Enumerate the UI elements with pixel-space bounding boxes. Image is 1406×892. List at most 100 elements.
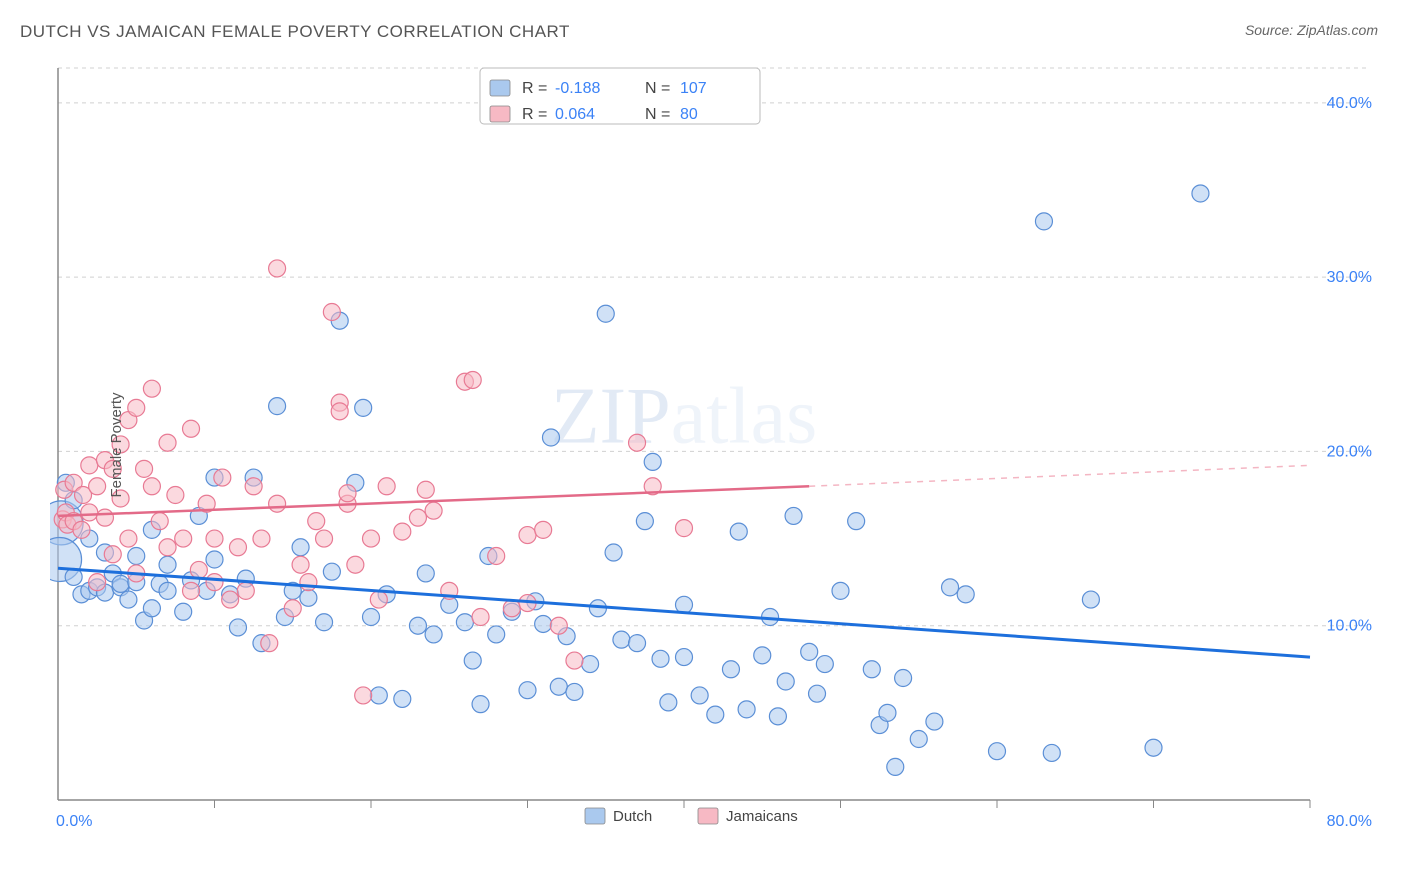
data-point <box>73 521 90 538</box>
data-point <box>879 704 896 721</box>
bottom-legend-label: Jamaicans <box>726 808 798 825</box>
data-point <box>394 690 411 707</box>
data-point <box>292 539 309 556</box>
data-point <box>81 504 98 521</box>
data-point <box>237 582 254 599</box>
data-point <box>417 481 434 498</box>
data-point <box>269 398 286 415</box>
y-tick-label: 40.0% <box>1327 95 1372 112</box>
data-point <box>613 631 630 648</box>
legend-n-value: 107 <box>680 80 707 97</box>
data-point <box>323 304 340 321</box>
data-point <box>566 652 583 669</box>
legend-n-value: 80 <box>680 106 698 123</box>
legend-r-value: -0.188 <box>555 80 600 97</box>
data-point <box>347 556 364 573</box>
data-point <box>409 509 426 526</box>
data-point <box>636 513 653 530</box>
data-point <box>394 523 411 540</box>
data-point <box>370 591 387 608</box>
data-point <box>910 731 927 748</box>
data-point <box>355 399 372 416</box>
trend-line-jamaicans-ext <box>809 465 1310 486</box>
data-point <box>582 656 599 673</box>
data-point <box>660 694 677 711</box>
data-point <box>707 706 724 723</box>
data-point <box>691 687 708 704</box>
data-point <box>183 420 200 437</box>
data-point <box>363 609 380 626</box>
data-point <box>214 469 231 486</box>
data-point <box>81 457 98 474</box>
data-point <box>597 305 614 322</box>
data-point <box>292 556 309 573</box>
data-point <box>136 460 153 477</box>
legend-n-label: N = <box>645 106 670 123</box>
data-point <box>253 530 270 547</box>
data-point <box>206 530 223 547</box>
data-point <box>809 685 826 702</box>
bottom-legend-label: Dutch <box>613 808 652 825</box>
data-point <box>159 539 176 556</box>
data-point <box>120 530 137 547</box>
data-point <box>355 687 372 704</box>
data-point <box>1043 744 1060 761</box>
data-point <box>89 574 106 591</box>
data-point <box>644 453 661 470</box>
trend-line-dutch <box>58 568 1310 657</box>
data-point <box>229 539 246 556</box>
data-point <box>96 509 113 526</box>
data-point <box>542 429 559 446</box>
plot-svg: ZIPatlas10.0%20.0%30.0%40.0%0.0%80.0%R =… <box>50 60 1380 830</box>
data-point <box>143 380 160 397</box>
data-point <box>363 530 380 547</box>
series-jamaicans <box>54 260 692 704</box>
data-point <box>1082 591 1099 608</box>
data-point <box>464 652 481 669</box>
data-point <box>566 683 583 700</box>
data-point <box>1145 739 1162 756</box>
data-point <box>409 617 426 634</box>
data-point <box>159 556 176 573</box>
data-point <box>370 687 387 704</box>
data-point <box>378 478 395 495</box>
data-point <box>605 544 622 561</box>
data-point <box>785 507 802 524</box>
data-point <box>316 530 333 547</box>
data-point <box>801 643 818 660</box>
data-point <box>989 743 1006 760</box>
scatter-plot: Female Poverty ZIPatlas10.0%20.0%30.0%40… <box>50 60 1380 830</box>
data-point <box>488 626 505 643</box>
data-point <box>1192 185 1209 202</box>
data-point <box>754 647 771 664</box>
data-point <box>550 617 567 634</box>
data-point <box>261 635 278 652</box>
chart-source: Source: ZipAtlas.com <box>1245 22 1378 38</box>
data-point <box>488 548 505 565</box>
data-point <box>535 521 552 538</box>
data-point <box>730 523 747 540</box>
bottom-legend: Dutch Jamaicans <box>585 808 798 825</box>
watermark: ZIPatlas <box>551 373 818 461</box>
data-point <box>629 635 646 652</box>
data-point <box>887 758 904 775</box>
data-point <box>159 582 176 599</box>
data-point <box>863 661 880 678</box>
data-point <box>183 582 200 599</box>
data-point <box>89 478 106 495</box>
data-point <box>159 434 176 451</box>
data-point <box>1035 213 1052 230</box>
data-point <box>229 619 246 636</box>
data-point <box>300 574 317 591</box>
legend-r-label: R = <box>522 80 547 97</box>
data-point <box>738 701 755 718</box>
legend-swatch <box>490 80 510 96</box>
legend-n-label: N = <box>645 80 670 97</box>
data-point <box>456 614 473 631</box>
y-tick-label: 30.0% <box>1327 269 1372 286</box>
data-point <box>316 614 333 631</box>
bottom-legend-swatch <box>585 808 605 824</box>
data-point <box>629 434 646 451</box>
data-point <box>519 527 536 544</box>
data-point <box>269 260 286 277</box>
